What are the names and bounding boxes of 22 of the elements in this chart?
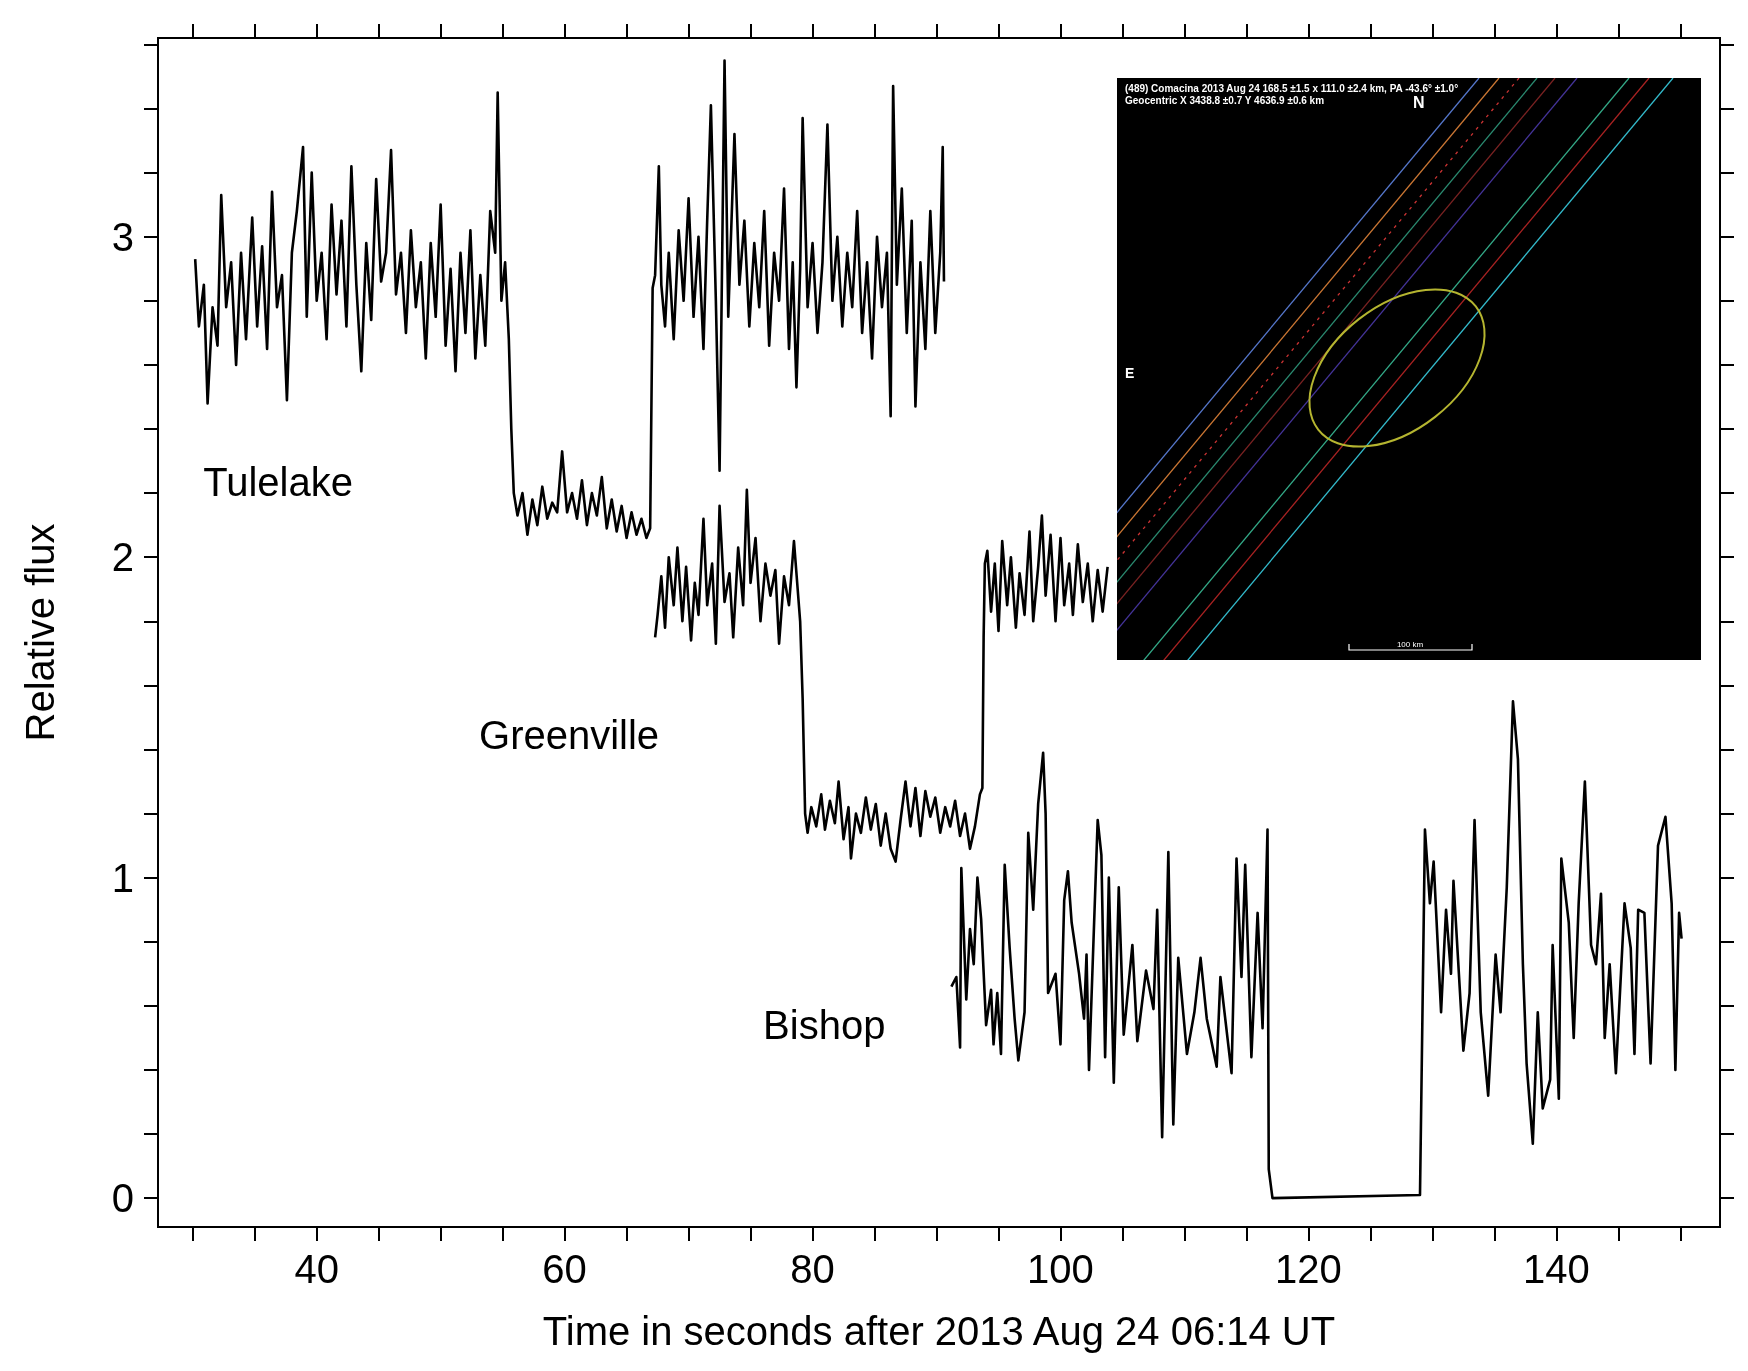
annotation: 100 km [1396,640,1424,649]
y-tick-label: 0 [111,1176,134,1221]
x-tick-label: 60 [542,1247,587,1291]
annotation: N [1413,94,1425,111]
y-tick-label: 3 [111,214,134,259]
series-label: Bishop [763,1002,886,1047]
y-tick-label: 1 [111,855,134,900]
annotation: (489) Comacina 2013 Aug 24 168.5 ±1.5 x 111.0 ±2.4 km, PA -43.6° ±1.0° [1125,83,1459,94]
x-tick-label: 140 [1522,1247,1590,1291]
line-series [193,59,946,540]
annotation: Geocentric X 3438.8 ±0.7 Y 4636.9 ±0.6 km [1125,95,1325,106]
x-axis-title: Time in seconds after 2013 Aug 24 06:14 UT [542,1309,1336,1353]
y-axis-title: Relative flux [18,523,62,742]
x-tick-label: 100 [1027,1247,1094,1291]
y-tick-label: 2 [111,535,134,580]
line-series [950,700,1683,1200]
x-tick-label: 40 [294,1247,339,1291]
annotation: E [1125,365,1135,381]
x-tick-label: 80 [790,1247,835,1291]
series-label: Greenville [479,713,660,758]
x-tick-label: 120 [1275,1247,1342,1291]
series-label: Tulelake [203,460,353,505]
